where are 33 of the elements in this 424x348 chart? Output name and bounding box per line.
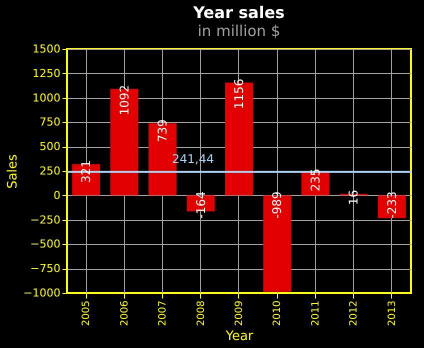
data-label: 16 xyxy=(346,190,361,206)
x-tick-label: 2006 xyxy=(119,300,130,326)
x-tick-label: 2007 xyxy=(158,300,169,326)
chart-subtitle: in million $ xyxy=(198,22,280,40)
data-label: 321 xyxy=(79,160,94,183)
data-label: -233 xyxy=(384,191,399,219)
y-tick-label: 500 xyxy=(40,140,60,154)
x-tick-label: 2008 xyxy=(196,300,207,326)
chart-title: Year sales xyxy=(192,3,285,22)
data-label: -989 xyxy=(270,191,284,219)
y-tick-label: −750 xyxy=(30,262,60,276)
y-tick-label: −250 xyxy=(30,213,60,226)
y-tick-label: −500 xyxy=(30,238,60,251)
x-tick-label: 2012 xyxy=(348,300,360,326)
data-label: -164 xyxy=(194,191,208,219)
data-label: 1092 xyxy=(117,84,132,116)
y-tick-label: 0 xyxy=(54,188,60,202)
x-tick-label: 2011 xyxy=(310,300,322,326)
y-tick-label: 1500 xyxy=(32,42,60,56)
y-axis-title: Sales xyxy=(5,154,20,189)
y-tick-label: −1000 xyxy=(23,286,60,300)
y-tick-label: 1250 xyxy=(32,66,60,80)
y-tick-label: 750 xyxy=(40,116,60,129)
y-tick-label: 250 xyxy=(40,164,60,178)
x-tick-label: 2013 xyxy=(386,300,398,326)
data-label: 739 xyxy=(156,119,170,142)
data-label: 235 xyxy=(308,168,322,192)
y-tick-label: 1000 xyxy=(32,91,60,104)
x-tick-label: 2005 xyxy=(81,300,92,326)
x-tick-label: 2009 xyxy=(234,300,245,326)
x-axis-title: Year xyxy=(224,328,254,344)
data-label: 1156 xyxy=(232,78,246,110)
x-tick-label: 2010 xyxy=(272,300,284,326)
